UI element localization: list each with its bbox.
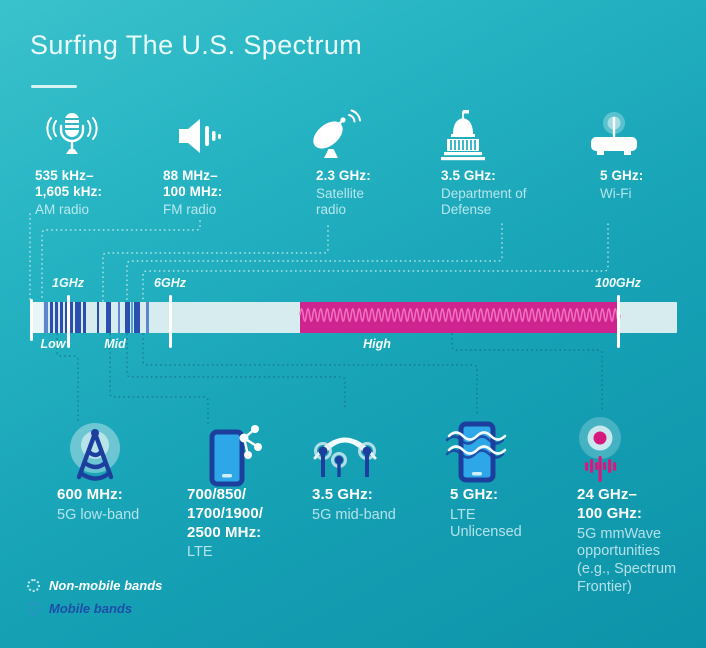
frequency-label: 535 kHz– 1,605 kHz:: [35, 168, 103, 200]
service-label: 5G low-band: [57, 506, 140, 523]
service-label: 5G mid-band: [312, 506, 396, 523]
microphone-icon: [46, 113, 98, 154]
frequency-label: 600 MHz:: [57, 486, 123, 503]
service-label: Wi-Fi: [600, 186, 632, 202]
bottom-label-5g-low-band: 600 MHz: 5G low-band: [57, 486, 187, 524]
connector-satellite: [102, 225, 329, 302]
connector-lte: [109, 333, 209, 427]
connector-midband: [126, 333, 346, 409]
service-label: LTE Unlicensed: [450, 506, 522, 541]
band-stripe: [83, 302, 86, 333]
band-stripe: [125, 302, 130, 333]
frequency-label: 3.5 GHz:: [312, 486, 373, 503]
band-stripe: [97, 302, 99, 333]
page-title: Surfing The U.S. Spectrum: [30, 30, 363, 60]
band-stripe: [146, 302, 149, 333]
frequency-label: 2.3 GHz:: [316, 168, 371, 183]
connector-unlicensed: [142, 333, 478, 415]
legend-item-mobile: Mobile bands: [27, 601, 132, 616]
title-underline: [31, 85, 77, 88]
connector-defense: [126, 223, 503, 302]
service-label: FM radio: [163, 202, 217, 218]
mobile-swatch-icon: [27, 602, 40, 615]
unlicensed-phone-icon: [445, 421, 507, 483]
high-band-segment: [299, 302, 621, 333]
band-stripe: [55, 302, 58, 333]
non-mobile-swatch-icon: [27, 579, 40, 592]
satellite-dish-icon: [313, 109, 361, 158]
band-stripe: [44, 302, 48, 333]
high-band-wave: [299, 307, 621, 323]
band-stripe: [50, 302, 53, 333]
band-stripe: [32, 302, 43, 333]
speaker-icon: [179, 119, 221, 153]
frequency-label: 88 MHz– 100 MHz:: [163, 168, 223, 200]
mmwave-icon: [579, 417, 621, 482]
bottom-label-lte: 700/850/ 1700/1900/ 2500 MHz: LTE: [187, 486, 317, 562]
bottom-label-lte-unlicensed: 5 GHz: LTE Unlicensed: [450, 486, 580, 542]
top-label-fm-radio: 88 MHz– 100 MHz: FM radio: [163, 168, 293, 219]
top-label-wifi: 5 GHz: Wi-Fi: [600, 168, 706, 202]
bottom-label-mmwave: 24 GHz– 100 GHz: 5G mmWave opportunities…: [577, 486, 706, 596]
bottom-label-5g-mid-band: 3.5 GHz: 5G mid-band: [312, 486, 442, 524]
midband-antennas-icon: [313, 437, 377, 477]
service-label: Satellite radio: [316, 186, 365, 218]
service-label: 5G mmWave opportunities (e.g., Spectrum …: [577, 525, 677, 595]
top-label-am-radio: 535 kHz– 1,605 kHz: AM radio: [35, 168, 165, 219]
band-stripe: [65, 302, 67, 333]
legend-item-non-mobile: Non-mobile bands: [27, 578, 162, 593]
capitol-icon: [441, 110, 485, 161]
service-label: AM radio: [35, 202, 90, 218]
5g-tower-icon: [70, 423, 120, 481]
frequency-label: 3.5 GHz:: [441, 168, 496, 183]
legend-label: Mobile bands: [49, 601, 133, 616]
band-stripe: [118, 302, 120, 333]
connector-600mhz: [56, 333, 79, 422]
frequency-label: 24 GHz– 100 GHz:: [577, 486, 642, 522]
service-label: LTE: [187, 544, 213, 561]
frequency-label: 5 GHz:: [450, 486, 499, 503]
band-stripe: [131, 302, 133, 333]
band-stripe: [106, 302, 111, 333]
frequency-label: 5 GHz:: [600, 168, 644, 183]
legend-label: Non-mobile bands: [49, 578, 163, 593]
spectrum-bar: [30, 302, 677, 333]
connector-mmwave: [451, 333, 603, 411]
band-stripe: [70, 302, 73, 333]
wifi-router-icon: [591, 112, 637, 155]
service-label: Department of Defense: [441, 186, 527, 218]
band-stripe: [75, 302, 81, 333]
lte-phone-icon: [209, 425, 262, 487]
top-label-satellite-radio: 2.3 GHz: Satellite radio: [316, 168, 446, 219]
top-label-defense: 3.5 GHz: Department of Defense: [441, 168, 571, 219]
frequency-label: 700/850/ 1700/1900/ 2500 MHz:: [187, 486, 264, 541]
connector-wifi: [142, 223, 609, 302]
band-stripe: [134, 302, 140, 333]
band-stripe: [60, 302, 63, 333]
connector-fm: [41, 220, 201, 302]
